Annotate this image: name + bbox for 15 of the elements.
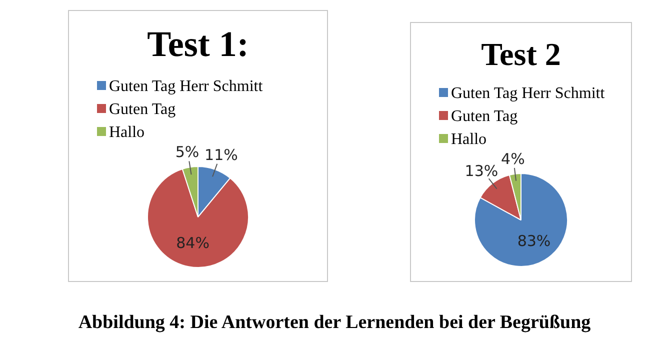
text: Abbildung 4: Die Antworten der Lernenden bei der Begrüßung [77, 312, 592, 334]
chart-title: Test 1: [146, 24, 250, 65]
data-label: 84% [176, 234, 210, 252]
data-label: 83% [517, 232, 551, 250]
data-label: 5% [175, 142, 200, 161]
legend-label: Guten Tag Herr Schmitt [451, 85, 605, 102]
legend-label: Hallo [451, 131, 487, 148]
data-label: 11% [204, 146, 238, 164]
legend-label: Guten Tag [109, 100, 176, 118]
legend-label: Hallo [109, 124, 145, 141]
legend-label: Guten Tag Herr Schmitt [109, 78, 263, 95]
data-label: 4% [501, 150, 525, 168]
legend-label: Guten Tag [451, 108, 518, 126]
chart-title: Test 2 [480, 36, 562, 72]
data-label: 13% [464, 162, 498, 180]
